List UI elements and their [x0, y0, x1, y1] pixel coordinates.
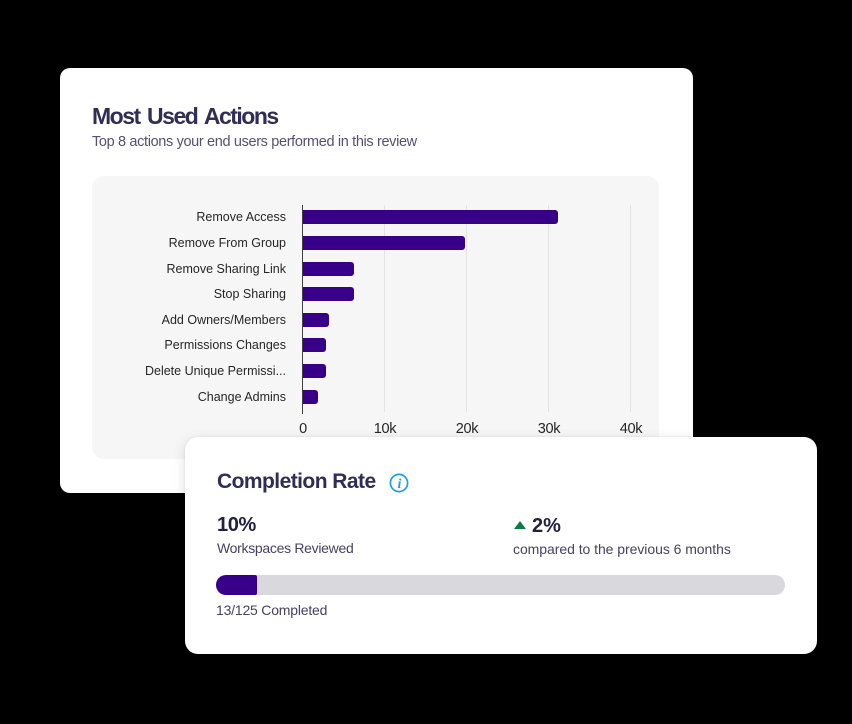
svg-text:i: i	[398, 477, 402, 492]
